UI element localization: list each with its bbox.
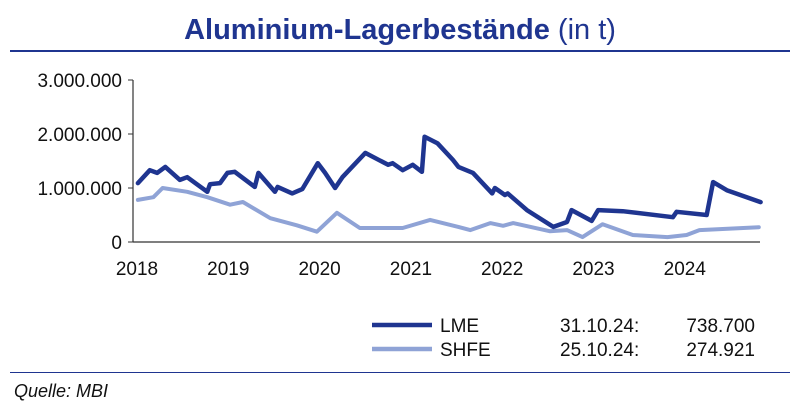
legend-date: 31.10.24: [560, 316, 639, 337]
title-unit: (in t) [557, 14, 616, 46]
series-line-shfe [135, 186, 761, 240]
x-tick-label: 2018 [116, 259, 158, 280]
chart-title: Aluminium-Lagerbestände (in t) [0, 14, 800, 47]
source-note: Quelle: MBI [14, 381, 109, 401]
x-tick-label: 2019 [207, 259, 249, 280]
legend-label: SHFE [440, 340, 491, 361]
legend-value: 274.921 [686, 340, 755, 361]
y-tick-label: 3.000.000 [37, 71, 122, 92]
x-tick-label: 2023 [572, 259, 614, 280]
legend-date: 25.10.24: [560, 340, 639, 361]
legend-label: LME [440, 316, 479, 337]
y-tick-label: 2.000.000 [37, 125, 122, 146]
x-tick-label: 2022 [481, 259, 523, 280]
x-tick-label: 2021 [390, 259, 432, 280]
x-tick-label: 2024 [664, 259, 707, 280]
y-tick-label: 0 [111, 233, 122, 254]
title-main: Aluminium-Lagerbestände [184, 14, 550, 46]
x-tick-label: 2020 [298, 259, 340, 280]
y-tick-label: 1.000.000 [37, 179, 122, 200]
series-line-lme [135, 134, 763, 230]
title-rule [10, 50, 790, 52]
footer-rule [10, 372, 790, 373]
legend-value: 738.700 [686, 316, 755, 337]
